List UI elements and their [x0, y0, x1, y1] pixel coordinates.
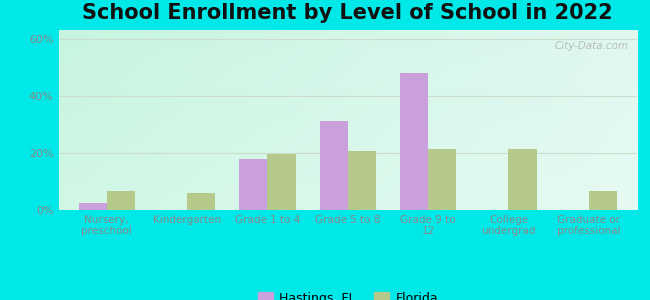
Bar	[589, 191, 617, 210]
Bar	[79, 203, 107, 210]
Bar	[428, 148, 456, 210]
Bar	[187, 193, 215, 210]
Bar	[400, 73, 428, 210]
Bar	[508, 148, 536, 210]
Title: School Enrollment by Level of School in 2022: School Enrollment by Level of School in …	[83, 3, 613, 23]
Text: City-Data.com: City-Data.com	[554, 41, 629, 51]
Bar	[267, 154, 296, 210]
Bar	[348, 152, 376, 210]
Legend: Hastings, FL, Florida: Hastings, FL, Florida	[257, 292, 438, 300]
Bar	[239, 159, 267, 210]
Bar	[320, 122, 348, 210]
Bar	[107, 191, 135, 210]
